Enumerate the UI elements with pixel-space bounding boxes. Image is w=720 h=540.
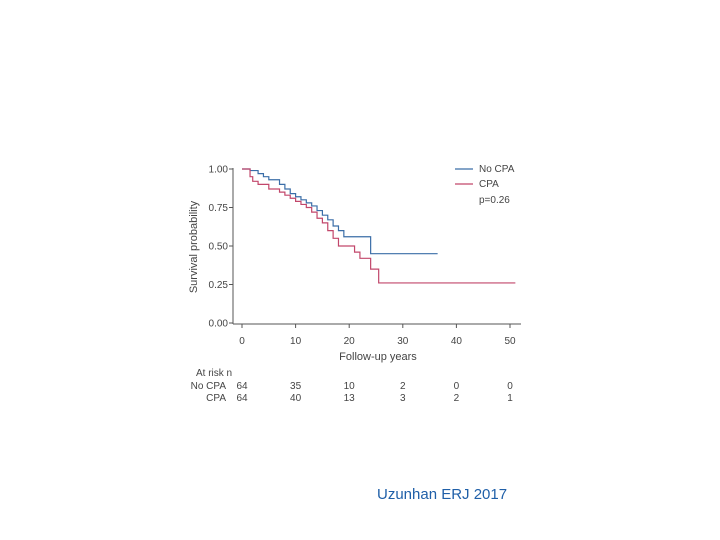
x-tick-label: 40 bbox=[451, 336, 463, 347]
x-tick-label: 10 bbox=[290, 336, 302, 347]
x-tick-label: 50 bbox=[504, 336, 516, 347]
y-axis-title: Survival probability bbox=[188, 200, 200, 293]
y-tick-label: 0.50 bbox=[209, 242, 229, 253]
x-tick-label: 30 bbox=[397, 336, 409, 347]
at-risk-value: 35 bbox=[290, 381, 302, 392]
at-risk-value: 10 bbox=[344, 381, 356, 392]
at-risk-row-label: No CPA bbox=[191, 381, 227, 392]
at-risk-value: 0 bbox=[454, 381, 460, 392]
at-risk-row-label: CPA bbox=[206, 393, 226, 404]
legend-label-cpa: CPA bbox=[479, 179, 499, 190]
at-risk-value: 2 bbox=[400, 381, 406, 392]
x-tick-label: 20 bbox=[344, 336, 356, 347]
y-tick-label: 0.75 bbox=[209, 203, 229, 214]
y-tick-label: 0.00 bbox=[209, 319, 229, 330]
at-risk-value: 1 bbox=[507, 393, 513, 404]
at-risk-value: 13 bbox=[344, 393, 356, 404]
km-curve-no-cpa bbox=[242, 168, 438, 255]
legend-p-value: p=0.26 bbox=[479, 195, 510, 206]
at-risk-title: At risk n bbox=[196, 368, 232, 379]
km-curve-cpa bbox=[242, 168, 516, 284]
y-tick-label: 0.25 bbox=[209, 280, 229, 291]
at-risk-value: 64 bbox=[236, 381, 248, 392]
at-risk-value: 3 bbox=[400, 393, 406, 404]
x-axis-title: Follow-up years bbox=[339, 351, 417, 363]
at-risk-value: 2 bbox=[454, 393, 460, 404]
at-risk-value: 64 bbox=[236, 393, 248, 404]
legend-label-no-cpa: No CPA bbox=[479, 164, 515, 175]
at-risk-value: 0 bbox=[507, 381, 513, 392]
citation: Uzunhan ERJ 2017 bbox=[377, 486, 508, 503]
y-tick-label: 1.00 bbox=[209, 165, 229, 176]
at-risk-value: 40 bbox=[290, 393, 302, 404]
x-tick-label: 0 bbox=[239, 336, 245, 347]
